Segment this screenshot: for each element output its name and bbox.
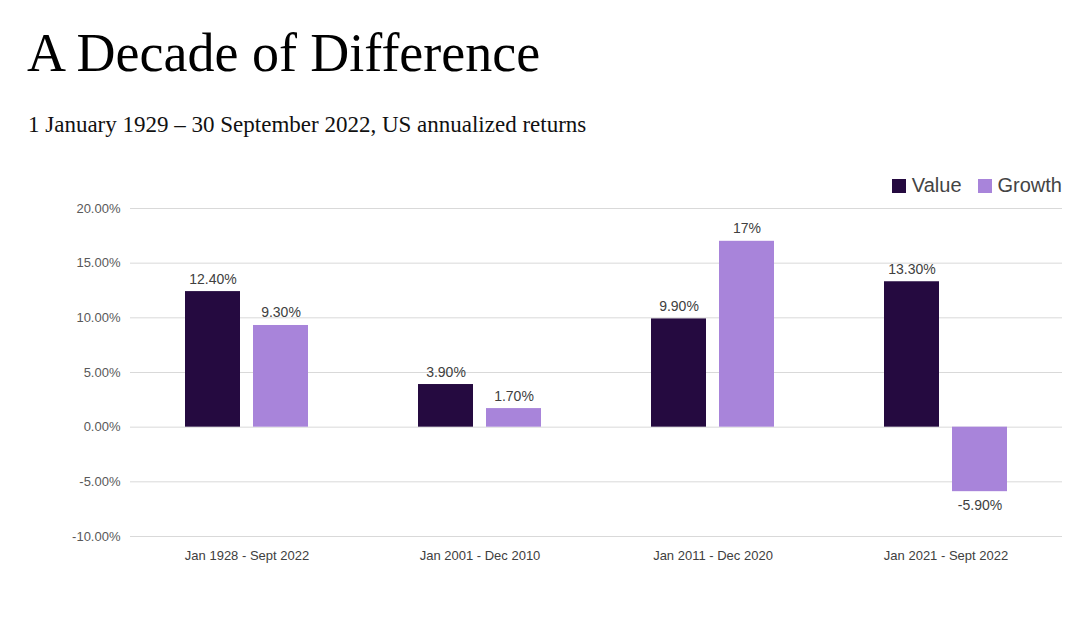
svg-text:Jan 2021 - Sept 2022: Jan 2021 - Sept 2022: [884, 548, 1008, 563]
svg-text:-10.00%: -10.00%: [72, 529, 121, 544]
svg-text:3.90%: 3.90%: [426, 364, 466, 380]
svg-text:13.30%: 13.30%: [888, 261, 935, 277]
svg-text:12.40%: 12.40%: [189, 271, 236, 287]
svg-text:Jan 1928 - Sept 2022: Jan 1928 - Sept 2022: [185, 548, 309, 563]
html-text:1 January 1929 – 30 September: 1 January 1929 – 30 September 2022, US a…: [28, 112, 587, 137]
html-text:Growth: Growth: [997, 174, 1062, 196]
svg-text:9.90%: 9.90%: [659, 298, 699, 314]
svg-text:10.00%: 10.00%: [76, 310, 121, 325]
svg-text:Jan 2001 - Dec 2010: Jan 2001 - Dec 2010: [420, 548, 541, 563]
svg-text:-5.00%: -5.00%: [79, 474, 121, 489]
svg-text:15.00%: 15.00%: [76, 255, 121, 270]
svg-text:5.00%: 5.00%: [84, 365, 121, 380]
svg-text:20.00%: 20.00%: [76, 201, 121, 216]
svg-text:9.30%: 9.30%: [261, 304, 301, 320]
html-text:A Decade of Difference: A Decade of Difference: [27, 23, 541, 83]
html-text:Value: Value: [911, 174, 962, 196]
svg-text:Jan 2011 - Dec 2020: Jan 2011 - Dec 2020: [653, 548, 773, 563]
svg-text:0.00%: 0.00%: [84, 419, 121, 434]
svg-text:1.70%: 1.70%: [494, 388, 534, 404]
svg-text:-5.90%: -5.90%: [958, 497, 1002, 513]
svg-text:17%: 17%: [733, 220, 761, 236]
